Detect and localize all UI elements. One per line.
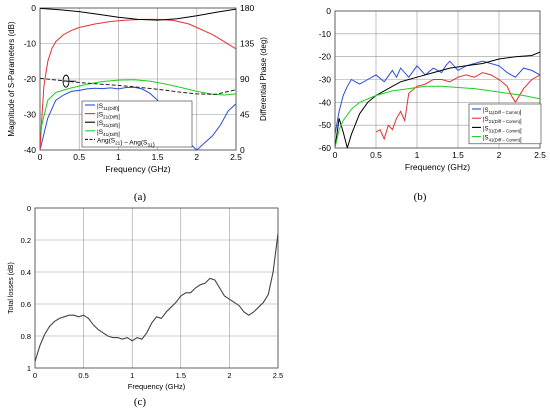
legend-label: |S41(Diff – Comm)| (483, 136, 522, 144)
x-tick-label: 1 (116, 152, 121, 162)
y-tick-label: 0 (31, 3, 36, 13)
x-tick-label: 2.5 (534, 150, 546, 160)
series-line-b-2 (335, 51, 540, 148)
legend-label: |S21(Diff – Comm)| (483, 117, 522, 125)
plot-frame (39, 7, 237, 151)
x-tick-label: 0.5 (78, 371, 88, 380)
y-tick-label: -20 (24, 74, 37, 84)
plot-frame (34, 207, 279, 369)
x-tick-label: 2 (194, 152, 199, 162)
y-tick-label: 0 (27, 204, 31, 213)
y-axis-label: Magnitude of S-Parameters (dB) (7, 21, 16, 136)
y-tick-label: -30 (24, 110, 37, 120)
y2-tick-label: 180 (240, 3, 254, 13)
y2-tick-label: 135 (240, 39, 254, 49)
y-tick-label: -60 (319, 143, 332, 153)
y-tick-label: 0.6 (21, 300, 31, 309)
y-tick-label: 0.4 (21, 268, 31, 277)
chart-c: 0 0.5 1 1.5 2 2.5 0 0.2 0.4 0.6 0.8 1 Frequency (GHz… (8, 204, 283, 408)
x-axis-label: Frequency (GHz) (405, 162, 470, 172)
x-tick-label: 0 (333, 150, 338, 160)
y-tick-label: -40 (319, 97, 332, 107)
y-tick-label: -20 (319, 52, 332, 62)
series-line-b-0 (335, 60, 540, 135)
y2-tick-label: 45 (240, 110, 250, 120)
y-tick-label: 1 (27, 364, 31, 373)
y-tick-label: -10 (24, 39, 37, 49)
x-tick-label: 0 (38, 152, 43, 162)
series-line-b-3 (335, 85, 540, 148)
x-tick-label: 0.5 (73, 152, 85, 162)
legend-box (81, 100, 193, 148)
plot-frame (334, 10, 541, 149)
y-tick-label: 0 (326, 6, 331, 16)
x-tick-label: 1.5 (452, 150, 464, 160)
y2-tick-label: 0 (240, 145, 245, 155)
x-tick-label: 2.5 (230, 152, 242, 162)
legend-label: |S21(Diff)| (97, 112, 120, 121)
x-tick-label: 1.5 (176, 371, 186, 380)
y-axis-label: Total losses (dB) (8, 262, 15, 314)
legend-label: |S41(Diff)| (97, 129, 120, 138)
y2-tick-label: 90 (240, 74, 250, 84)
x-tick-label: 2.5 (273, 371, 283, 380)
y-tick-label: -30 (319, 75, 332, 85)
panel-caption: (c) (134, 396, 147, 408)
panel-caption: (b) (414, 191, 427, 203)
x-axis-label: Frequency (GHz) (128, 382, 186, 391)
series-line-a-3 (40, 79, 236, 133)
series-line-a-4 (40, 77, 236, 95)
legend-label: |S11(Diff)| (97, 103, 120, 112)
legend-label: Ang(S21) – Ang(S31) (97, 137, 155, 148)
legend-label: |S31(Diff – Comm)| (483, 126, 522, 134)
legend-label: |S31(Diff)| (97, 120, 120, 129)
x-tick-label: 2 (227, 371, 231, 380)
legend-label: |S11(Diff – Comm)| (483, 108, 522, 116)
series-line-a-0 (40, 86, 236, 150)
x-tick-label: 2 (497, 150, 502, 160)
x-tick-label: 1 (415, 150, 420, 160)
series-line-a-1 (40, 18, 236, 150)
y-tick-label: 0.2 (21, 236, 31, 245)
y-tick-label: -50 (319, 120, 332, 130)
legend-box (468, 103, 542, 145)
x-tick-label: 1.5 (152, 152, 164, 162)
x-axis-label: Frequency (GHz) (105, 164, 170, 174)
x-tick-label: 0 (33, 371, 37, 380)
panel-caption: (a) (134, 191, 147, 203)
x-tick-label: 0.5 (370, 150, 382, 160)
series-line-a-2 (40, 8, 236, 21)
chart-b: 0 0.5 1 1.5 2 2.5 0 -10 -20 -30 -40 -50 -60 Frequency… (319, 6, 546, 203)
series-line-c-0 (35, 233, 278, 362)
y2-axis-label: Differential Phase (deg) (259, 37, 268, 121)
y-tick-label: -40 (24, 145, 37, 155)
y-tick-label: 0.8 (21, 332, 31, 341)
x-tick-label: 1 (130, 371, 134, 380)
y-tick-label: -10 (319, 29, 332, 39)
chart-a: 0 0.5 1 1.5 2 2.50-10-20-30-4018013590450Freq… (7, 3, 268, 203)
